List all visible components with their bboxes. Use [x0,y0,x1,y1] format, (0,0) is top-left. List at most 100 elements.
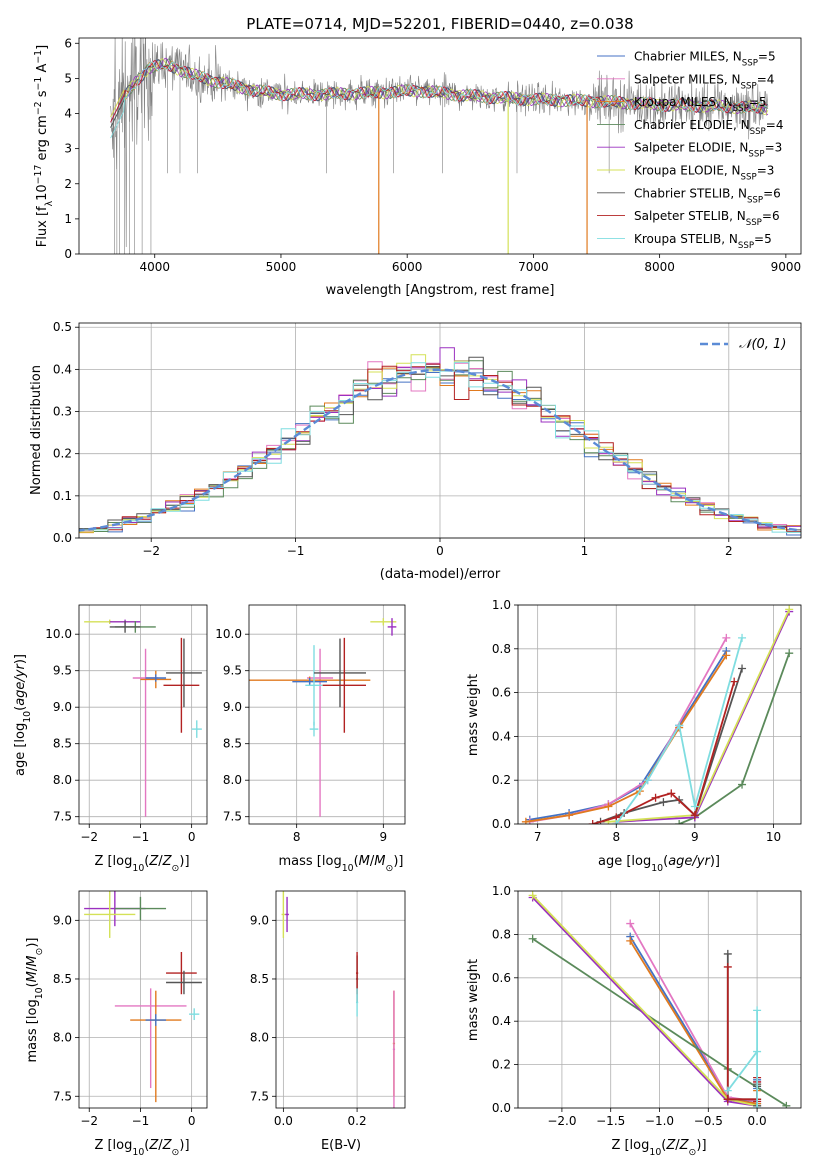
spectrum-model-line [110,60,769,118]
weight-point-marker [675,820,684,824]
y-tick-label: 9.5 [223,664,242,678]
legend-label-part: =5 [758,50,776,64]
x-axis-label-age-vs-mass-part: / [370,854,375,869]
weight-point-marker [651,793,660,802]
y-axis-label-age-vs-Z-part: 10 [22,711,33,723]
legend-label: Salpeter ELODIE, NSSP=3 [634,141,782,160]
x-tick-label: 0 [436,544,444,558]
y-tick-label: 0.1 [53,489,72,503]
x-tick-label: 0.0 [274,1114,293,1128]
legend-label-part: =6 [763,186,781,200]
legend-label-normal: 𝒩(0, 1) [739,337,786,352]
y-axis-label-age-vs-Z: age [log10(age/yr)] [13,654,33,776]
legend-label-part: =5 [749,95,767,109]
x-tick-label: −1 [132,830,150,844]
x-tick-label: 10 [766,830,781,844]
legend-label-part: Chabrier STELIB, N [634,186,747,200]
legend-label-part: Chabrier MILES, N [634,50,742,64]
legend-label-part: Salpeter MILES, N [634,72,741,86]
y-axis-label-weight-Z: mass weight [466,959,481,1041]
x-axis-label-weight-age-part: 10 [651,863,663,874]
x-tick-label: 9 [691,830,699,844]
weight-point-marker [565,811,574,820]
x-tick-label: 9000 [771,260,802,274]
y-tick-label: 6 [64,36,72,50]
y-axis-label-mass-vs-Z-part: )] [25,938,40,948]
y-tick-label: 1 [64,212,72,226]
legend-label-part: Kroupa ELODIE, N [634,164,741,178]
weight-point-marker [753,1047,762,1056]
weight-series-line [726,967,758,1102]
x-tick-label: 6000 [392,260,423,274]
y-tick-label: 0.0 [492,817,511,831]
legend-label-part: SSP [741,173,757,183]
y-tick-label: 9.5 [53,664,72,678]
x-axis-label-age-vs-mass-part: M [374,854,385,869]
y-axis-label-spectrum-part: −2 [33,101,44,115]
axes-age_vs_mass: 8 9 7.5 8.0 8.5 9.0 9.5 10.0 [215,604,406,844]
plot-area-mass_weight_vs_age [521,605,794,824]
y-tick-label: 0.8 [492,642,511,656]
grid-mass_vs_Z [79,891,207,1108]
weight-point-marker [612,820,621,824]
plot-area-age_vs_mass [249,618,397,817]
weight-point-marker [785,605,794,614]
legend-label-part: =5 [754,232,772,246]
y-tick-label: 0.4 [53,362,72,376]
y-axis-label-spectrum-part: ] [35,45,50,50]
weight-point-marker [723,1095,732,1104]
y-tick-label: 9.0 [53,913,72,927]
plot-area-age_vs_Z [84,619,202,817]
x-axis-label-weight-age: age [log10(age/yr)] [598,854,720,874]
y-tick-label: 9.0 [223,700,242,714]
weight-series-line [531,894,758,1107]
legend-label-part: SSP [742,59,758,69]
y-tick-label: 0 [64,247,72,261]
y-tick-label: 7.5 [250,1089,269,1103]
y-tick-label: 8.0 [53,773,72,787]
y-tick-label: 8.5 [53,972,72,986]
weight-point-marker [782,1101,791,1108]
x-tick-label: −1.0 [645,1114,674,1128]
legend-label-part: SSP [747,195,763,205]
x-axis-label-age-vs-mass-part: 10 [342,863,354,874]
y-axis-label-age-vs-Z-part: age [log [13,723,28,776]
x-axis-label-age-vs-Z-part: / [158,854,163,869]
x-tick-label: 0 [188,1114,196,1128]
y-axis-label-spectrum-part: s [35,90,50,101]
weight-point-marker [738,633,747,642]
y-tick-label: 2 [64,177,72,191]
x-axis-label-mass-vs-Z-part: 10 [132,1147,144,1158]
grid-age_vs_Z [79,605,207,824]
y-axis-label-mass-vs-Z-part: mass [log [25,999,40,1062]
x-axis-label-age-vs-Z-part: Z [log [94,854,132,869]
legend-label: Salpeter MILES, NSSP=4 [634,72,774,91]
x-axis-label-age-vs-Z-part: )] [179,854,189,869]
y-tick-label: 0.6 [492,686,511,700]
weight-point-marker [730,677,739,686]
y-tick-label: 8.0 [53,1031,72,1045]
x-tick-label: −2.0 [547,1114,576,1128]
axes-mass_weight_vs_Z: −2.0 −1.5 −1.0 −0.5 0.0 0.0 0.2 0.4 0.6 0.8 1.0 [492,884,802,1128]
legend-label-part: =6 [762,209,780,223]
legend-label: Chabrier ELODIE, NSSP=4 [634,118,783,137]
weight-point-marker [723,1086,732,1095]
weight-point-marker [528,891,537,900]
weight-point-marker [528,934,537,943]
y-axis-label-mass-vs-Z-part: M [25,971,40,982]
y-axis-label-spectrum-part: −1 [33,77,44,91]
x-tick-label: 8 [293,830,301,844]
y-axis-label-mass-vs-Z-part: ( [25,982,40,987]
weight-series-line [529,650,728,821]
y-axis-label-spectrum-part: λ [44,200,55,206]
x-axis-label-weight-Z-part: Z [679,1138,690,1153]
axes-frame [275,890,406,1109]
axes-mass_weight_vs_age: 7 8 9 10 0.0 0.2 0.4 0.6 0.8 1.0 [492,598,802,844]
y-tick-label: 8.5 [223,737,242,751]
weight-point-marker [604,802,613,811]
weight-point-marker [626,936,635,945]
x-axis-label-weight-Z-part: 10 [649,1147,661,1158]
y-axis-label-residual: Normed distribution [29,365,44,495]
x-tick-label: 0.0 [748,1114,767,1128]
plot-area-residuals [79,347,801,536]
